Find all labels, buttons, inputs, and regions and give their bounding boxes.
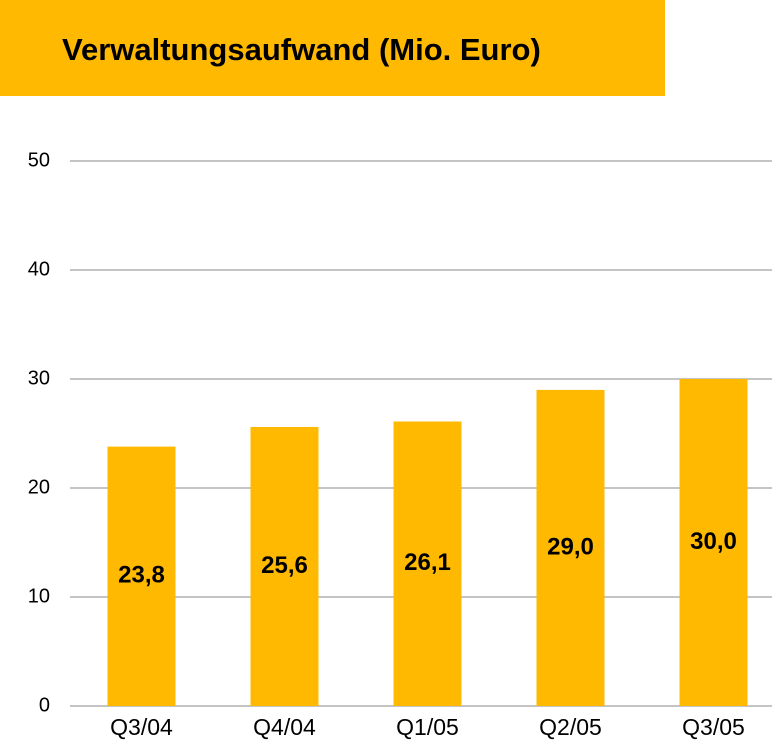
title-banner — [0, 0, 665, 96]
bar — [250, 426, 319, 706]
x-tick-label: Q3/04 — [110, 714, 173, 740]
value-label: 23,8 — [118, 562, 165, 589]
value-label: 26,1 — [404, 549, 451, 576]
bar — [107, 446, 176, 706]
value-label: 25,6 — [261, 552, 308, 579]
y-tick-label: 50 — [28, 149, 50, 171]
chart-title: Verwaltungsaufwand (Mio. Euro) — [62, 32, 541, 67]
x-tick-label: Q4/04 — [253, 714, 316, 740]
bar — [536, 389, 605, 706]
y-tick-label: 20 — [28, 476, 50, 498]
value-label: 30,0 — [690, 528, 737, 555]
y-tick-label: 0 — [39, 694, 50, 716]
x-tick-label: Q2/05 — [539, 714, 602, 740]
y-tick-label: 30 — [28, 367, 50, 389]
bar — [393, 421, 462, 706]
x-tick-label: Q3/05 — [682, 714, 745, 740]
bar — [679, 379, 748, 706]
x-tick-label: Q1/05 — [396, 714, 459, 740]
value-label: 29,0 — [547, 533, 594, 560]
y-tick-label: 40 — [28, 258, 50, 280]
y-tick-label: 10 — [28, 585, 50, 607]
